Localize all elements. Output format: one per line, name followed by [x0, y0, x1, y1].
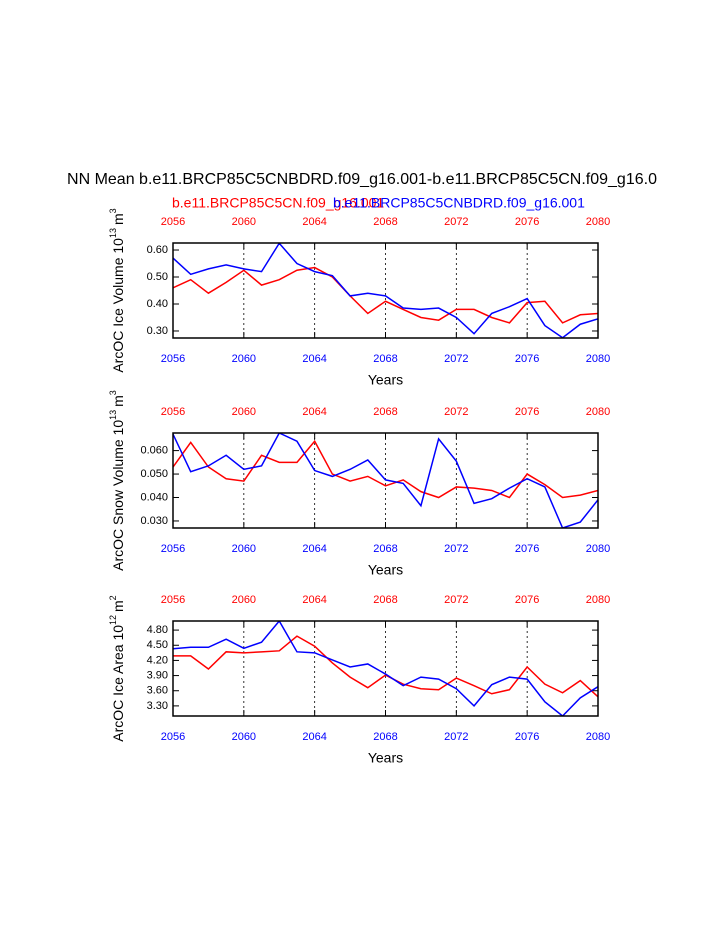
x-tick-label: 2064: [302, 594, 326, 606]
x-tick-label: 2064: [302, 543, 326, 555]
x-tick-label: 2064: [302, 216, 326, 228]
x-tick-label: 2072: [444, 731, 468, 743]
y-tick-label: 0.060: [140, 444, 168, 456]
series-line: [173, 243, 598, 338]
x-tick-label: 2076: [515, 353, 539, 365]
y-tick-label: 0.60: [147, 244, 168, 256]
panel: 2056 2056 2060 2060 2064 2064 2068 2068 2072 2072…: [108, 390, 610, 578]
x-tick-label: 2080: [586, 594, 610, 606]
series-line: [173, 439, 598, 499]
chart-title: NN Mean b.e11.BRCP85C5CNBDRD.f09_g16.001…: [67, 171, 657, 188]
x-tick-label: 2076: [515, 406, 539, 418]
series-line: [173, 621, 598, 716]
y-tick-label: 4.20: [147, 654, 168, 666]
y-tick-label: 0.050: [140, 468, 168, 480]
panel: 2056 2056 2060 2060 2064 2064 2068 2068 2072 2072…: [108, 594, 610, 766]
y-axis-title-part: ArcOC Ice Area 10: [110, 625, 126, 742]
y-axis-title: ArcOC Ice Volume 1013 m3: [108, 208, 125, 372]
panel: 2056 2056 2060 2060 2064 2064 2068 2068 2072 2072…: [108, 208, 610, 387]
y-axis-title-part: 3: [108, 208, 118, 213]
x-tick-label: 2080: [586, 731, 610, 743]
x-tick-label: 2060: [232, 406, 256, 418]
y-tick-label: 3.90: [147, 669, 168, 681]
x-tick-label: 2060: [232, 216, 256, 228]
y-axis-title-part: 12: [108, 615, 118, 625]
plot-frame: [172, 242, 599, 339]
y-axis-title-part: 13: [108, 410, 118, 420]
x-tick-label: 2076: [515, 594, 539, 606]
series-line: [173, 266, 598, 324]
y-axis-title: ArcOC Ice Area 1012 m2: [108, 595, 125, 741]
y-axis-title-part: m: [110, 213, 126, 225]
y-tick-label: 0.30: [147, 325, 168, 337]
x-tick-label: 2072: [444, 594, 468, 606]
x-tick-label: 2060: [232, 353, 256, 365]
x-tick-label: 2068: [373, 406, 397, 418]
y-tick-label: 4.80: [147, 624, 168, 636]
x-axis-title: Years: [368, 372, 403, 388]
x-tick-label: 2056: [161, 216, 185, 228]
x-tick-label: 2056: [161, 594, 185, 606]
x-tick-label: 2080: [586, 406, 610, 418]
x-tick-label: 2068: [373, 731, 397, 743]
y-tick-label: 3.30: [147, 700, 168, 712]
x-tick-label: 2080: [586, 353, 610, 365]
plot-frame: [172, 620, 599, 717]
x-tick-label: 2068: [373, 353, 397, 365]
x-tick-label: 2072: [444, 543, 468, 555]
x-tick-label: 2056: [161, 353, 185, 365]
series-line: [173, 635, 598, 698]
y-axis-title-part: m: [110, 395, 126, 407]
x-tick-label: 2056: [161, 406, 185, 418]
y-tick-label: 0.50: [147, 271, 168, 283]
x-tick-label: 2072: [444, 216, 468, 228]
x-tick-label: 2068: [373, 543, 397, 555]
y-tick-label: 0.40: [147, 298, 168, 310]
y-tick-label: 0.040: [140, 491, 168, 503]
y-tick-label: 3.60: [147, 685, 168, 697]
y-axis-title-part: 13: [108, 228, 118, 238]
legend-entry: b.e11.BRCP85C5CNBDRD.f09_g16.001: [333, 195, 585, 211]
y-axis-title-part: 3: [108, 390, 118, 395]
x-tick-label: 2060: [232, 594, 256, 606]
x-tick-label: 2076: [515, 543, 539, 555]
y-axis-title-part: ArcOC Ice Volume 10: [110, 238, 126, 373]
plot-frame: [172, 432, 599, 529]
x-axis-title: Years: [368, 562, 403, 578]
x-tick-label: 2068: [373, 594, 397, 606]
x-tick-label: 2056: [161, 543, 185, 555]
series-line: [173, 433, 598, 528]
x-tick-label: 2064: [302, 731, 326, 743]
y-tick-label: 4.50: [147, 639, 168, 651]
x-tick-label: 2060: [232, 543, 256, 555]
y-axis-title-part: m: [110, 600, 126, 612]
x-tick-label: 2064: [302, 406, 326, 418]
x-tick-label: 2068: [373, 216, 397, 228]
y-axis-title-part: 2: [108, 595, 118, 600]
y-tick-label: 0.030: [140, 515, 168, 527]
x-tick-label: 2076: [515, 216, 539, 228]
x-tick-label: 2072: [444, 406, 468, 418]
x-tick-label: 2080: [586, 543, 610, 555]
legend-entry: b.e11.BRCP85C5CN.f09_g16.001: [172, 195, 384, 211]
y-axis-title: ArcOC Snow Volume 1013 m3: [108, 390, 125, 571]
x-tick-label: 2064: [302, 353, 326, 365]
x-tick-label: 2072: [444, 353, 468, 365]
x-tick-label: 2076: [515, 731, 539, 743]
x-tick-label: 2080: [586, 216, 610, 228]
x-tick-label: 2056: [161, 731, 185, 743]
y-axis-title-part: ArcOC Snow Volume 10: [110, 420, 126, 571]
x-axis-title: Years: [368, 750, 403, 766]
x-tick-label: 2060: [232, 731, 256, 743]
